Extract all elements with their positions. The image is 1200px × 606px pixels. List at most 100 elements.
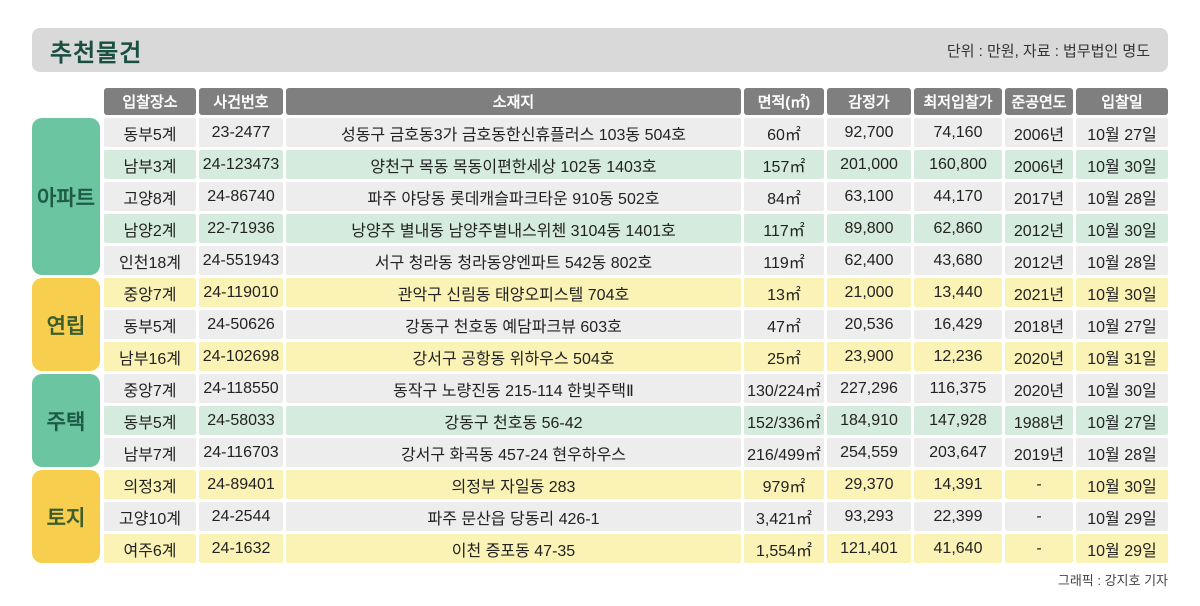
table-row: 중앙7계 24-119010 관악구 신림동 태양오피스텔 704호 13㎡ 2… (104, 278, 1168, 307)
case-number-cell: 24-50626 (199, 310, 283, 339)
bid-place-cell: 인천18계 (104, 246, 196, 275)
category-badge-land: 토지 (32, 470, 100, 563)
bid-place-cell: 고양8계 (104, 182, 196, 211)
bid-date-cell: 10월 27일 (1076, 406, 1168, 435)
bid-date-cell: 10월 28일 (1076, 438, 1168, 467)
case-number-cell: 24-1632 (199, 534, 283, 563)
bid-date-cell: 10월 29일 (1076, 502, 1168, 531)
area-cell: 47㎡ (744, 310, 824, 339)
bid-place-cell: 남부7계 (104, 438, 196, 467)
case-number-cell: 24-551943 (199, 246, 283, 275)
case-number-cell: 24-118550 (199, 374, 283, 403)
case-number-cell: 24-119010 (199, 278, 283, 307)
area-cell: 60㎡ (744, 118, 824, 147)
address-cell: 관악구 신림동 태양오피스텔 704호 (286, 278, 741, 307)
title-bar: 추천물건 단위 : 만원, 자료 : 법무법인 명도 (32, 28, 1168, 72)
category-rows-apartment: 동부5계 23-2477 성동구 금호동3가 금호동한신휴플러스 103동 50… (104, 118, 1168, 275)
header-bid-place: 입찰장소 (104, 88, 196, 115)
min-bid-price-cell: 147,928 (914, 406, 1002, 435)
address-cell: 양천구 목동 목동이편한세상 102동 1403호 (286, 150, 741, 179)
bid-date-cell: 10월 31일 (1076, 342, 1168, 371)
address-cell: 서구 청라동 청라동양엔파트 542동 802호 (286, 246, 741, 275)
case-number-cell: 24-102698 (199, 342, 283, 371)
area-cell: 130/224㎡ (744, 374, 824, 403)
area-cell: 119㎡ (744, 246, 824, 275)
header-min-bid-price: 최저입찰가 (914, 88, 1002, 115)
bid-date-cell: 10월 28일 (1076, 246, 1168, 275)
bid-date-cell: 10월 28일 (1076, 182, 1168, 211)
bid-place-cell: 의정3계 (104, 470, 196, 499)
bid-place-cell: 중앙7계 (104, 374, 196, 403)
bid-date-cell: 10월 30일 (1076, 374, 1168, 403)
completion-year-cell: 2019년 (1005, 438, 1073, 467)
category-rows-house: 중앙7계 24-118550 동작구 노량진동 215-114 한빛주택Ⅱ 13… (104, 374, 1168, 467)
min-bid-price-cell: 12,236 (914, 342, 1002, 371)
area-cell: 25㎡ (744, 342, 824, 371)
case-number-cell: 24-89401 (199, 470, 283, 499)
bid-date-cell: 10월 30일 (1076, 470, 1168, 499)
table-row: 고양8계 24-86740 파주 야당동 롯데캐슬파크타운 910동 502호 … (104, 182, 1168, 211)
min-bid-price-cell: 43,680 (914, 246, 1002, 275)
bid-date-cell: 10월 30일 (1076, 150, 1168, 179)
completion-year-cell: 2012년 (1005, 246, 1073, 275)
case-number-cell: 24-58033 (199, 406, 283, 435)
completion-year-cell: 2006년 (1005, 150, 1073, 179)
table-row: 남부3계 24-123473 양천구 목동 목동이편한세상 102동 1403호… (104, 150, 1168, 179)
min-bid-price-cell: 160,800 (914, 150, 1002, 179)
case-number-cell: 22-71936 (199, 214, 283, 243)
appraisal-price-cell: 121,401 (827, 534, 911, 563)
completion-year-cell: 2020년 (1005, 374, 1073, 403)
bid-place-cell: 고양10계 (104, 502, 196, 531)
address-cell: 의정부 자일동 283 (286, 470, 741, 499)
completion-year-cell: 2018년 (1005, 310, 1073, 339)
category-rows-rowhouse: 중앙7계 24-119010 관악구 신림동 태양오피스텔 704호 13㎡ 2… (104, 278, 1168, 371)
header-address: 소재지 (286, 88, 741, 115)
min-bid-price-cell: 16,429 (914, 310, 1002, 339)
min-bid-price-cell: 116,375 (914, 374, 1002, 403)
bid-place-cell: 남부3계 (104, 150, 196, 179)
appraisal-price-cell: 92,700 (827, 118, 911, 147)
completion-year-cell: - (1005, 502, 1073, 531)
category-rows-land: 의정3계 24-89401 의정부 자일동 283 979㎡ 29,370 14… (104, 470, 1168, 563)
table-row: 동부5계 24-50626 강동구 천호동 예담파크뷰 603호 47㎡ 20,… (104, 310, 1168, 339)
category-group-rowhouse: 연립 중앙7계 24-119010 관악구 신림동 태양오피스텔 704호 13… (32, 278, 1168, 371)
address-cell: 이천 증포동 47-35 (286, 534, 741, 563)
address-cell: 파주 야당동 롯데캐슬파크타운 910동 502호 (286, 182, 741, 211)
category-group-land: 토지 의정3계 24-89401 의정부 자일동 283 979㎡ 29,370… (32, 470, 1168, 563)
address-cell: 성동구 금호동3가 금호동한신휴플러스 103동 504호 (286, 118, 741, 147)
table-row: 남부7계 24-116703 강서구 화곡동 457-24 현우하우스 216/… (104, 438, 1168, 467)
appraisal-price-cell: 20,536 (827, 310, 911, 339)
header-appraisal-price: 감정가 (827, 88, 911, 115)
address-cell: 파주 문산읍 당동리 426-1 (286, 502, 741, 531)
table-row: 남양2계 22-71936 낭양주 별내동 남양주별내스위첸 3104동 140… (104, 214, 1168, 243)
category-group-house: 주택 중앙7계 24-118550 동작구 노량진동 215-114 한빛주택Ⅱ… (32, 374, 1168, 467)
table-row: 인천18계 24-551943 서구 청라동 청라동양엔파트 542동 802호… (104, 246, 1168, 275)
bid-date-cell: 10월 27일 (1076, 310, 1168, 339)
completion-year-cell: 2020년 (1005, 342, 1073, 371)
bid-place-cell: 동부5계 (104, 310, 196, 339)
case-number-cell: 24-86740 (199, 182, 283, 211)
appraisal-price-cell: 184,910 (827, 406, 911, 435)
completion-year-cell: 2012년 (1005, 214, 1073, 243)
min-bid-price-cell: 203,647 (914, 438, 1002, 467)
case-number-cell: 23-2477 (199, 118, 283, 147)
bid-place-cell: 동부5계 (104, 118, 196, 147)
area-cell: 152/336㎡ (744, 406, 824, 435)
graphic-credit: 그래픽 : 강지호 기자 (1057, 573, 1168, 588)
category-badge-apartment: 아파트 (32, 118, 100, 275)
header-area: 면적(㎡) (744, 88, 824, 115)
appraisal-price-cell: 29,370 (827, 470, 911, 499)
area-cell: 157㎡ (744, 150, 824, 179)
table-row: 동부5계 23-2477 성동구 금호동3가 금호동한신휴플러스 103동 50… (104, 118, 1168, 147)
auction-table: 입찰장소 사건번호 소재지 면적(㎡) 감정가 최저입찰가 준공연도 입찰일 아… (32, 88, 1168, 563)
appraisal-price-cell: 254,559 (827, 438, 911, 467)
appraisal-price-cell: 93,293 (827, 502, 911, 531)
area-cell: 216/499㎡ (744, 438, 824, 467)
min-bid-price-cell: 14,391 (914, 470, 1002, 499)
area-cell: 979㎡ (744, 470, 824, 499)
appraisal-price-cell: 201,000 (827, 150, 911, 179)
min-bid-price-cell: 74,160 (914, 118, 1002, 147)
table-row: 중앙7계 24-118550 동작구 노량진동 215-114 한빛주택Ⅱ 13… (104, 374, 1168, 403)
table-header-row: 입찰장소 사건번호 소재지 면적(㎡) 감정가 최저입찰가 준공연도 입찰일 (104, 88, 1168, 115)
bid-place-cell: 남부16계 (104, 342, 196, 371)
